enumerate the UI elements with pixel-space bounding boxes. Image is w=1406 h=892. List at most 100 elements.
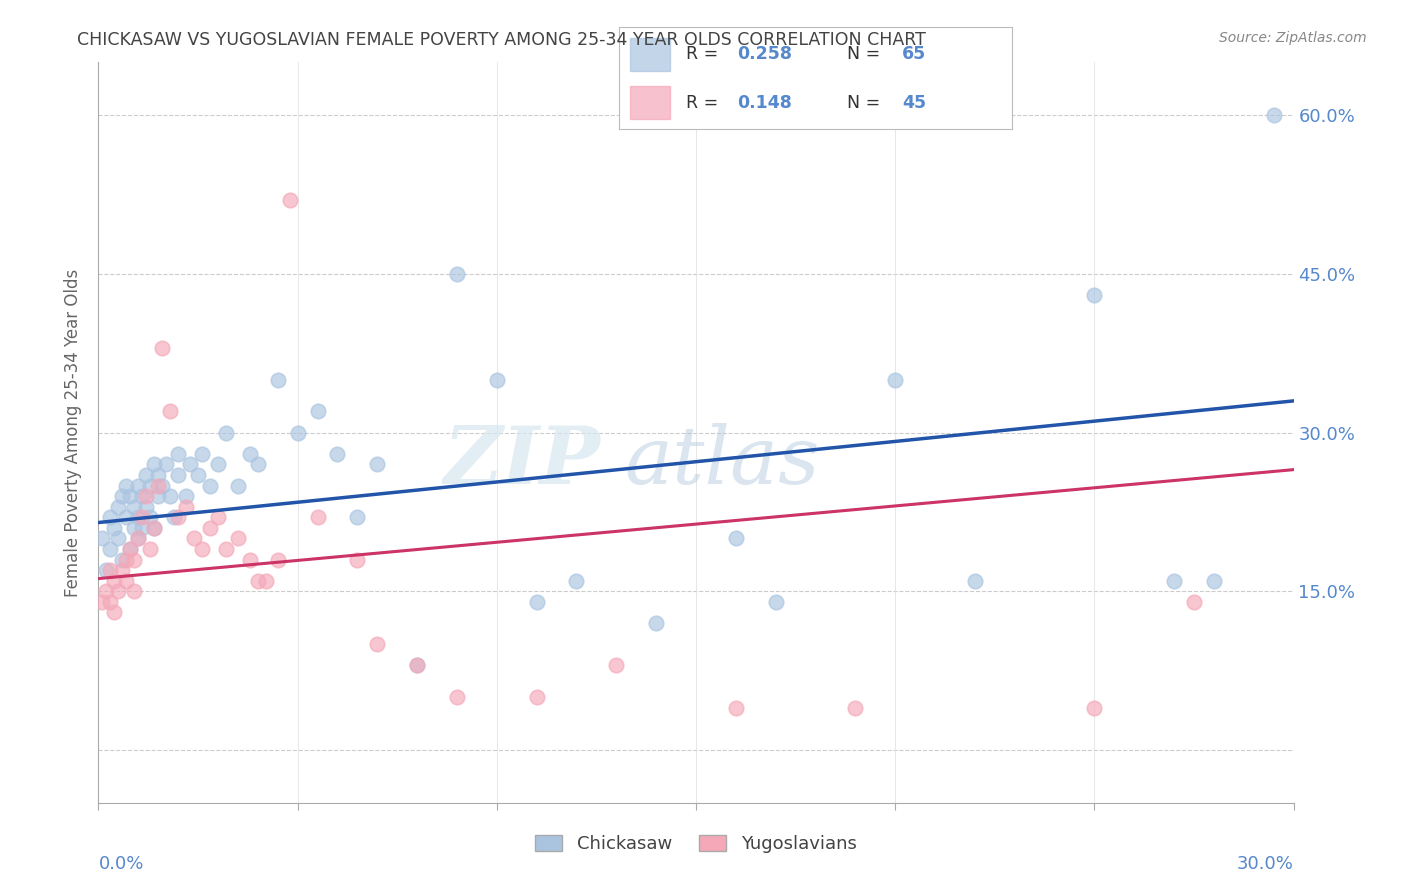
Point — [198, 478, 221, 492]
Point — [103, 606, 125, 620]
Point — [139, 541, 162, 556]
Point — [107, 584, 129, 599]
Point — [131, 521, 153, 535]
Point — [485, 373, 508, 387]
Point — [844, 700, 866, 714]
Point — [187, 467, 209, 482]
FancyBboxPatch shape — [630, 38, 669, 70]
Point — [239, 447, 262, 461]
Point — [148, 467, 170, 482]
Point — [163, 510, 186, 524]
Point — [111, 552, 134, 566]
Point — [183, 532, 205, 546]
Point — [91, 532, 114, 546]
Point — [135, 500, 157, 514]
Point — [143, 458, 166, 472]
Point — [143, 521, 166, 535]
Point — [207, 510, 229, 524]
Point — [267, 373, 290, 387]
Point — [127, 532, 149, 546]
Text: atlas: atlas — [624, 424, 820, 501]
Text: CHICKASAW VS YUGOSLAVIAN FEMALE POVERTY AMONG 25-34 YEAR OLDS CORRELATION CHART: CHICKASAW VS YUGOSLAVIAN FEMALE POVERTY … — [77, 31, 927, 49]
Point — [346, 510, 368, 524]
Point — [724, 700, 747, 714]
Legend: Chickasaw, Yugoslavians: Chickasaw, Yugoslavians — [529, 828, 863, 861]
Point — [246, 574, 269, 588]
Point — [91, 595, 114, 609]
Point — [446, 267, 468, 281]
Text: R =: R = — [686, 45, 718, 63]
Point — [148, 478, 170, 492]
Point — [127, 532, 149, 546]
Point — [226, 478, 249, 492]
Point — [207, 458, 229, 472]
Point — [98, 541, 122, 556]
Point — [366, 637, 388, 651]
Point — [191, 541, 214, 556]
Point — [167, 467, 190, 482]
Point — [103, 574, 125, 588]
FancyBboxPatch shape — [630, 87, 669, 119]
Point — [1182, 595, 1205, 609]
Point — [98, 563, 122, 577]
Point — [267, 552, 290, 566]
Point — [150, 478, 173, 492]
Point — [406, 658, 429, 673]
Text: 0.0%: 0.0% — [98, 855, 143, 872]
Point — [150, 341, 173, 355]
Point — [1083, 700, 1105, 714]
Point — [198, 521, 221, 535]
Point — [139, 510, 162, 524]
Point — [174, 489, 197, 503]
Point — [174, 500, 197, 514]
Text: 65: 65 — [903, 45, 927, 63]
Point — [120, 541, 142, 556]
Point — [107, 500, 129, 514]
Point — [167, 447, 190, 461]
Point — [127, 478, 149, 492]
Text: Source: ZipAtlas.com: Source: ZipAtlas.com — [1219, 31, 1367, 45]
Text: 45: 45 — [903, 94, 927, 112]
Point — [98, 510, 122, 524]
Point — [159, 404, 181, 418]
Point — [139, 478, 162, 492]
Point — [246, 458, 269, 472]
Point — [135, 489, 157, 503]
Point — [124, 500, 146, 514]
Point — [191, 447, 214, 461]
Point — [1083, 288, 1105, 302]
Point — [1163, 574, 1185, 588]
Point — [278, 193, 301, 207]
Point — [155, 458, 177, 472]
Point — [326, 447, 349, 461]
Text: 30.0%: 30.0% — [1237, 855, 1294, 872]
Point — [124, 521, 146, 535]
Text: 0.148: 0.148 — [737, 94, 792, 112]
Point — [131, 510, 153, 524]
Point — [124, 552, 146, 566]
Point — [103, 521, 125, 535]
Point — [111, 489, 134, 503]
Point — [124, 584, 146, 599]
Point — [1202, 574, 1225, 588]
Point — [143, 521, 166, 535]
Text: 0.258: 0.258 — [737, 45, 792, 63]
Point — [115, 510, 138, 524]
Point — [307, 510, 329, 524]
Point — [135, 467, 157, 482]
Point — [215, 425, 238, 440]
Point — [526, 595, 548, 609]
Point — [107, 532, 129, 546]
Point — [526, 690, 548, 704]
Point — [685, 108, 707, 122]
Text: N =: N = — [846, 94, 880, 112]
Point — [307, 404, 329, 418]
Text: R =: R = — [686, 94, 718, 112]
Point — [159, 489, 181, 503]
Point — [226, 532, 249, 546]
Point — [179, 458, 201, 472]
Point — [963, 574, 986, 588]
Point — [215, 541, 238, 556]
Text: N =: N = — [846, 45, 880, 63]
Point — [120, 541, 142, 556]
